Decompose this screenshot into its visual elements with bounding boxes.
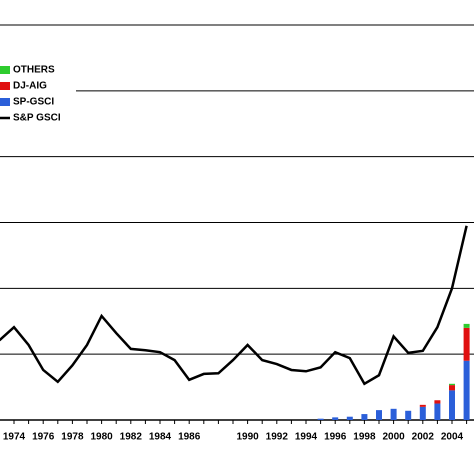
bar-segment	[346, 416, 353, 420]
x-tick-label: 1994	[295, 432, 318, 443]
bar-segment	[434, 403, 441, 420]
bar-segment	[449, 383, 455, 386]
bar-segment	[332, 417, 339, 420]
legend-label: SP-GSCI	[13, 97, 54, 108]
x-tick-label: 1984	[149, 432, 172, 443]
bar-segment	[463, 360, 470, 420]
bar-segment	[434, 400, 441, 404]
legend-swatch	[0, 82, 10, 90]
line-series	[0, 225, 468, 386]
x-tick-label: 1996	[324, 432, 347, 443]
legend-box	[0, 62, 76, 126]
bar-segment	[317, 418, 324, 420]
bar-segment	[390, 408, 397, 420]
legend-label: DJ-AIG	[13, 81, 47, 92]
x-tick-label: 2004	[441, 432, 464, 443]
x-tick-label: 1990	[236, 432, 259, 443]
bar-segment	[463, 323, 470, 328]
x-tick-label: 1992	[266, 432, 289, 443]
bar-segment	[419, 404, 426, 407]
x-tick-label: 2002	[412, 432, 435, 443]
bar-segment	[463, 327, 470, 361]
legend-label: S&P GSCI	[13, 113, 61, 124]
x-tick-label: 1982	[120, 432, 143, 443]
legend-label: OTHERS	[13, 65, 55, 76]
bar-segment	[361, 414, 368, 420]
bar-segment	[376, 410, 382, 420]
bar-segment	[405, 410, 412, 420]
x-tick-label: 1974	[3, 432, 26, 443]
x-tick-label: 1978	[61, 432, 84, 443]
x-tick-label: 1998	[353, 432, 376, 443]
x-tick-label: 1976	[32, 432, 55, 443]
x-tick-label: 2000	[382, 432, 405, 443]
bar-segment	[449, 390, 455, 420]
bar-segment	[419, 406, 426, 420]
x-tick-label: 1980	[90, 432, 113, 443]
legend-swatch	[0, 66, 10, 74]
x-tick-label: 1986	[178, 432, 201, 443]
bar-segment	[449, 385, 455, 391]
legend-swatch	[0, 98, 10, 106]
